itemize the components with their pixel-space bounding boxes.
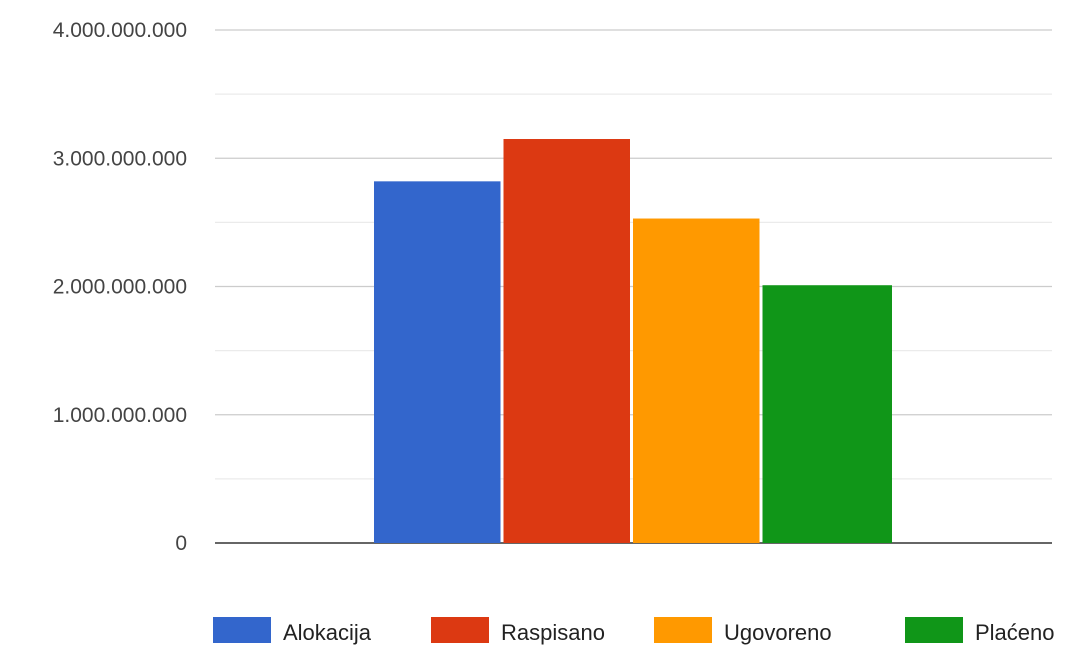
legend-item: Alokacija — [213, 617, 372, 645]
y-tick-label: 1.000.000.000 — [53, 404, 187, 427]
legend-swatch — [654, 617, 712, 643]
legend-swatch — [213, 617, 271, 643]
y-tick-label: 0 — [175, 532, 187, 555]
legend-item: Raspisano — [431, 617, 605, 645]
bar-raspisano — [503, 139, 630, 543]
y-tick-label: 4.000.000.000 — [53, 19, 187, 42]
y-tick-label: 2.000.000.000 — [53, 276, 187, 299]
bar-pla-eno — [762, 285, 892, 543]
bars — [374, 139, 892, 543]
legend-item: Ugovoreno — [654, 617, 832, 645]
legend-label: Ugovoreno — [724, 620, 832, 645]
legend-label: Raspisano — [501, 620, 605, 645]
y-axis: 0 1.000.000.000 2.000.000.000 3.000.000.000… — [53, 19, 187, 555]
legend-label: Plaćeno — [975, 620, 1055, 645]
bar-ugovoreno — [633, 218, 760, 543]
y-tick-label: 3.000.000.000 — [53, 147, 187, 170]
legend-label: Alokacija — [283, 620, 372, 645]
legend-item: Plaćeno — [905, 617, 1055, 645]
legend: Alokacija Raspisano Ugovoreno Plaćeno — [213, 617, 1055, 645]
bar-alokacija — [374, 181, 501, 543]
legend-swatch — [431, 617, 489, 643]
legend-swatch — [905, 617, 963, 643]
